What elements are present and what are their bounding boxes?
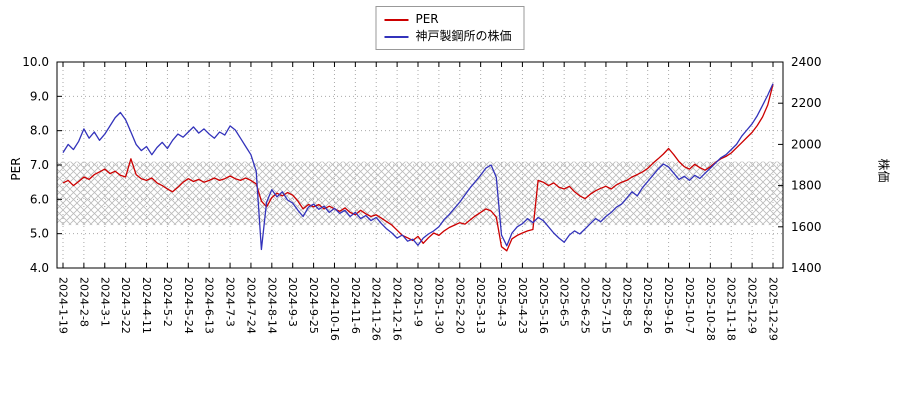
x-tick-label: 2025-8-5 bbox=[620, 277, 633, 327]
x-tick-label: 2025-1-30 bbox=[432, 277, 445, 334]
x-tick-label: 2025-6-25 bbox=[579, 277, 592, 334]
x-tick-label: 2024-9-25 bbox=[307, 277, 320, 334]
y-right-tick-label: 1600 bbox=[791, 220, 822, 234]
y-right-tick-label: 2400 bbox=[791, 55, 822, 69]
legend-item-per: PER bbox=[384, 11, 511, 28]
y-left-tick-label: 6.0 bbox=[30, 192, 49, 206]
x-tick-label: 2024-1-19 bbox=[57, 277, 70, 334]
x-tick-label: 2024-3-22 bbox=[119, 277, 132, 334]
x-tick-label: 2024-8-14 bbox=[265, 277, 278, 334]
x-tick-label: 2024-11-6 bbox=[349, 277, 362, 334]
x-tick-label: 2024-11-26 bbox=[370, 277, 383, 341]
y-axis-label-left: PER bbox=[9, 157, 23, 181]
legend-label-per: PER bbox=[415, 12, 439, 26]
y-left-tick-label: 7.0 bbox=[30, 158, 49, 172]
y-left-tick-label: 5.0 bbox=[30, 227, 49, 241]
x-tick-label: 2024-2-8 bbox=[77, 277, 90, 327]
x-tick-label: 2024-3-1 bbox=[98, 277, 111, 327]
y-right-tick-label: 2200 bbox=[791, 96, 822, 110]
y-left-tick-label: 9.0 bbox=[30, 89, 49, 103]
x-tick-label: 2025-10-28 bbox=[704, 277, 717, 341]
y-right-tick-label: 1400 bbox=[791, 261, 822, 275]
y-left-tick-label: 4.0 bbox=[30, 261, 49, 275]
y-left-tick-label: 8.0 bbox=[30, 124, 49, 138]
x-tick-label: 2025-11-18 bbox=[725, 277, 738, 341]
x-tick-label: 2025-2-20 bbox=[453, 277, 466, 334]
y-left-tick-label: 10.0 bbox=[22, 55, 49, 69]
x-tick-label: 2024-7-3 bbox=[224, 277, 237, 327]
x-tick-label: 2024-5-24 bbox=[182, 277, 195, 334]
x-tick-label: 2025-8-26 bbox=[641, 277, 654, 334]
y-right-tick-label: 1800 bbox=[791, 179, 822, 193]
x-tick-label: 2024-6-13 bbox=[203, 277, 216, 334]
x-tick-label: 2024-4-11 bbox=[140, 277, 153, 334]
legend-label-stock-price: 神戸製鋼所の株価 bbox=[415, 29, 512, 43]
x-tick-label: 2025-12-9 bbox=[746, 277, 759, 334]
valuation-band bbox=[57, 161, 783, 226]
x-tick-label: 2025-4-3 bbox=[495, 277, 508, 327]
plot-border bbox=[56, 61, 784, 269]
x-tick-label: 2024-5-2 bbox=[161, 277, 174, 327]
series-line-per bbox=[62, 84, 774, 252]
stock-price-line-swatch bbox=[384, 35, 409, 38]
x-tick-label: 2024-7-24 bbox=[244, 277, 257, 334]
x-tick-label: 2024-12-16 bbox=[391, 277, 404, 341]
x-tick-label: 2024-9-3 bbox=[286, 277, 299, 327]
x-tick-label: 2024-10-16 bbox=[328, 277, 341, 341]
y-right-tick-label: 2000 bbox=[791, 137, 822, 151]
x-tick-label: 2025-4-23 bbox=[516, 277, 529, 334]
x-tick-label: 2025-12-29 bbox=[767, 277, 780, 341]
x-tick-label: 2025-9-16 bbox=[662, 277, 675, 334]
per-line-swatch bbox=[384, 18, 409, 21]
x-tick-label: 2025-1-9 bbox=[412, 277, 425, 327]
legend-item-stock-price: 神戸製鋼所の株価 bbox=[384, 28, 512, 45]
x-tick-label: 2025-6-5 bbox=[558, 277, 571, 327]
series-line-stock-price bbox=[62, 83, 774, 251]
x-tick-label: 2025-10-7 bbox=[683, 277, 696, 334]
x-tick-label: 2025-3-13 bbox=[474, 277, 487, 334]
x-tick-label: 2025-7-15 bbox=[599, 277, 612, 334]
x-tick-label: 2025-5-16 bbox=[537, 277, 550, 334]
chart-legend: PER 神戸製鋼所の株価 bbox=[375, 6, 525, 50]
y-axis-label-right: 株価 bbox=[876, 158, 891, 183]
